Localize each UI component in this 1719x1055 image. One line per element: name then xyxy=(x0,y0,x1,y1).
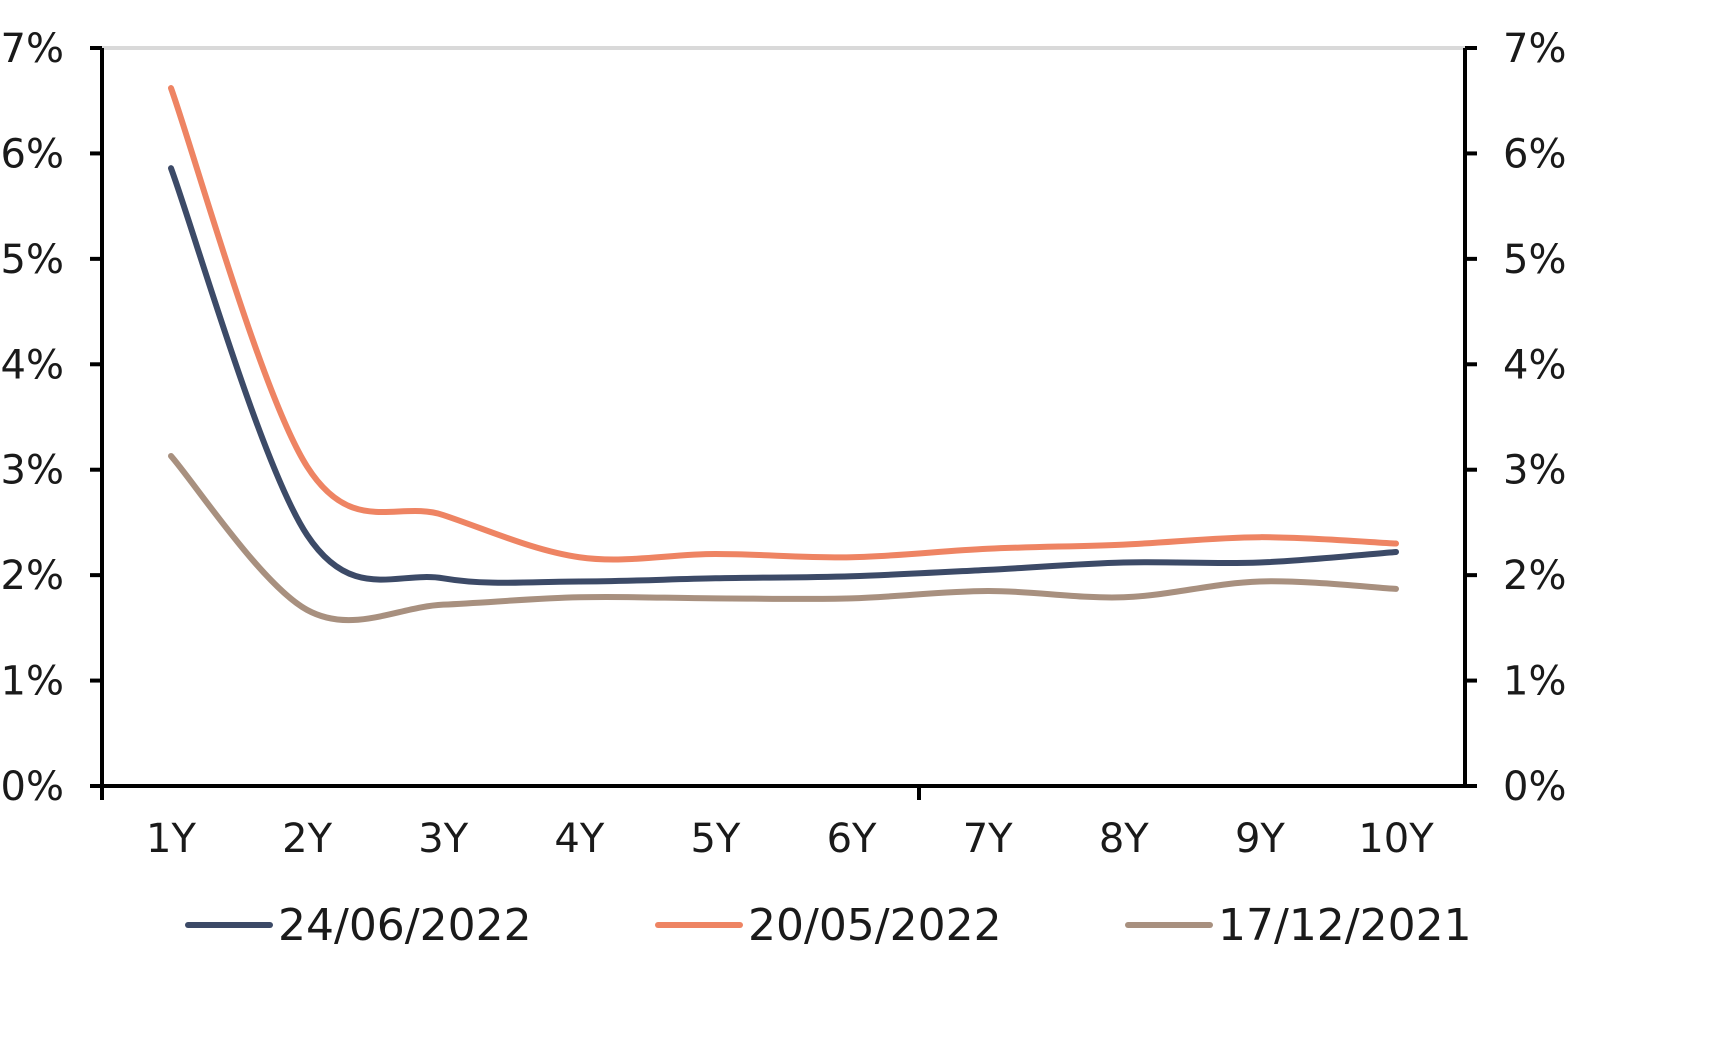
series-line-3 xyxy=(168,453,1399,624)
y-tick-label-right: 4% xyxy=(1503,342,1566,388)
y-tick-label-right: 5% xyxy=(1503,237,1566,283)
x-tick-label: 6Y xyxy=(827,816,877,862)
tick-labels: 0% 0% 1% 1% 2% 2% 3% 3% 4% 4% 5% 5% 6% 6% 7% 7% 1Y 2Y 3Y 4Y… xyxy=(1,26,1567,862)
legend-label: 17/12/2021 xyxy=(1218,900,1472,951)
y-tick-label-right: 0% xyxy=(1503,764,1566,810)
x-tick-label: 3Y xyxy=(418,816,468,862)
y-tick-label-left: 4% xyxy=(1,342,64,388)
legend-label: 24/06/2022 xyxy=(278,900,532,951)
y-tick-label-right: 3% xyxy=(1503,448,1566,494)
x-tick-label: 4Y xyxy=(554,816,604,862)
y-tick-label-left: 6% xyxy=(1,131,64,177)
x-tick-label: 10Y xyxy=(1358,816,1434,862)
x-tick-label: 7Y xyxy=(963,816,1013,862)
legend-label: 20/05/2022 xyxy=(748,900,1002,951)
legend: 24/06/2022 20/05/2022 17/12/2021 xyxy=(185,900,1472,951)
x-tick-label: 2Y xyxy=(282,816,332,862)
axes xyxy=(90,46,1477,800)
y-tick-label-left: 5% xyxy=(1,237,64,283)
x-tick-label: 8Y xyxy=(1099,816,1149,862)
x-tick-label: 9Y xyxy=(1235,816,1285,862)
x-tick-label: 1Y xyxy=(146,816,196,862)
y-tick-label-right: 7% xyxy=(1503,26,1566,72)
y-tick-label-right: 2% xyxy=(1503,553,1566,599)
series-lines xyxy=(168,85,1399,624)
y-tick-label-right: 6% xyxy=(1503,131,1566,177)
series-line-1 xyxy=(168,165,1399,586)
x-tick-label: 5Y xyxy=(690,816,740,862)
y-tick-label-left: 1% xyxy=(1,659,64,705)
y-tick-label-left: 2% xyxy=(1,553,64,599)
y-tick-label-right: 1% xyxy=(1503,659,1566,705)
series-line-2 xyxy=(168,85,1399,563)
y-tick-label-left: 7% xyxy=(1,26,64,72)
y-tick-label-left: 3% xyxy=(1,448,64,494)
y-tick-label-left: 0% xyxy=(1,764,64,810)
